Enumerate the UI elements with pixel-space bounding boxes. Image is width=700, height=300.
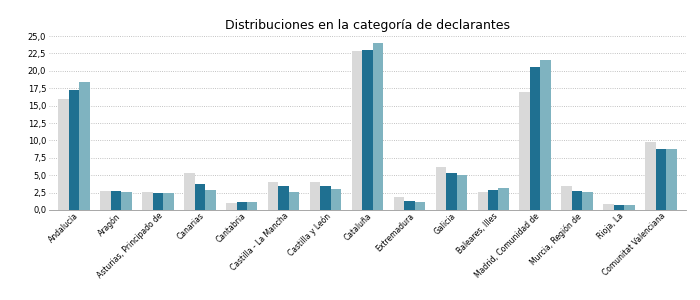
- Bar: [163, 193, 174, 210]
- Bar: [331, 189, 342, 210]
- Bar: [540, 60, 551, 210]
- Bar: [393, 197, 404, 210]
- Bar: [111, 191, 121, 210]
- Bar: [247, 202, 258, 210]
- Bar: [477, 192, 488, 210]
- Bar: [205, 190, 216, 210]
- Bar: [372, 43, 383, 210]
- Bar: [446, 173, 456, 210]
- Bar: [79, 82, 90, 210]
- Bar: [289, 192, 300, 210]
- Bar: [153, 193, 163, 210]
- Bar: [142, 192, 153, 210]
- Bar: [310, 182, 321, 210]
- Bar: [488, 190, 498, 210]
- Bar: [404, 201, 414, 210]
- Bar: [519, 92, 530, 210]
- Bar: [100, 190, 111, 210]
- Bar: [614, 205, 624, 210]
- Bar: [530, 67, 540, 210]
- Bar: [363, 50, 372, 210]
- Title: Distribuciones en la categoría de declarantes: Distribuciones en la categoría de declar…: [225, 19, 510, 32]
- Bar: [226, 203, 237, 210]
- Bar: [572, 190, 582, 210]
- Bar: [645, 142, 656, 210]
- Bar: [69, 90, 79, 210]
- Bar: [656, 149, 666, 210]
- Bar: [321, 186, 331, 210]
- Bar: [666, 149, 677, 210]
- Bar: [456, 175, 467, 210]
- Bar: [268, 182, 279, 210]
- Bar: [624, 205, 635, 210]
- Bar: [414, 202, 425, 210]
- Bar: [498, 188, 509, 210]
- Bar: [279, 186, 289, 210]
- Bar: [582, 192, 593, 210]
- Bar: [121, 192, 132, 210]
- Bar: [561, 186, 572, 210]
- Bar: [58, 99, 69, 210]
- Bar: [195, 184, 205, 210]
- Bar: [603, 204, 614, 210]
- Bar: [435, 167, 446, 210]
- Bar: [237, 202, 247, 210]
- Bar: [184, 173, 195, 210]
- Bar: [352, 51, 363, 210]
